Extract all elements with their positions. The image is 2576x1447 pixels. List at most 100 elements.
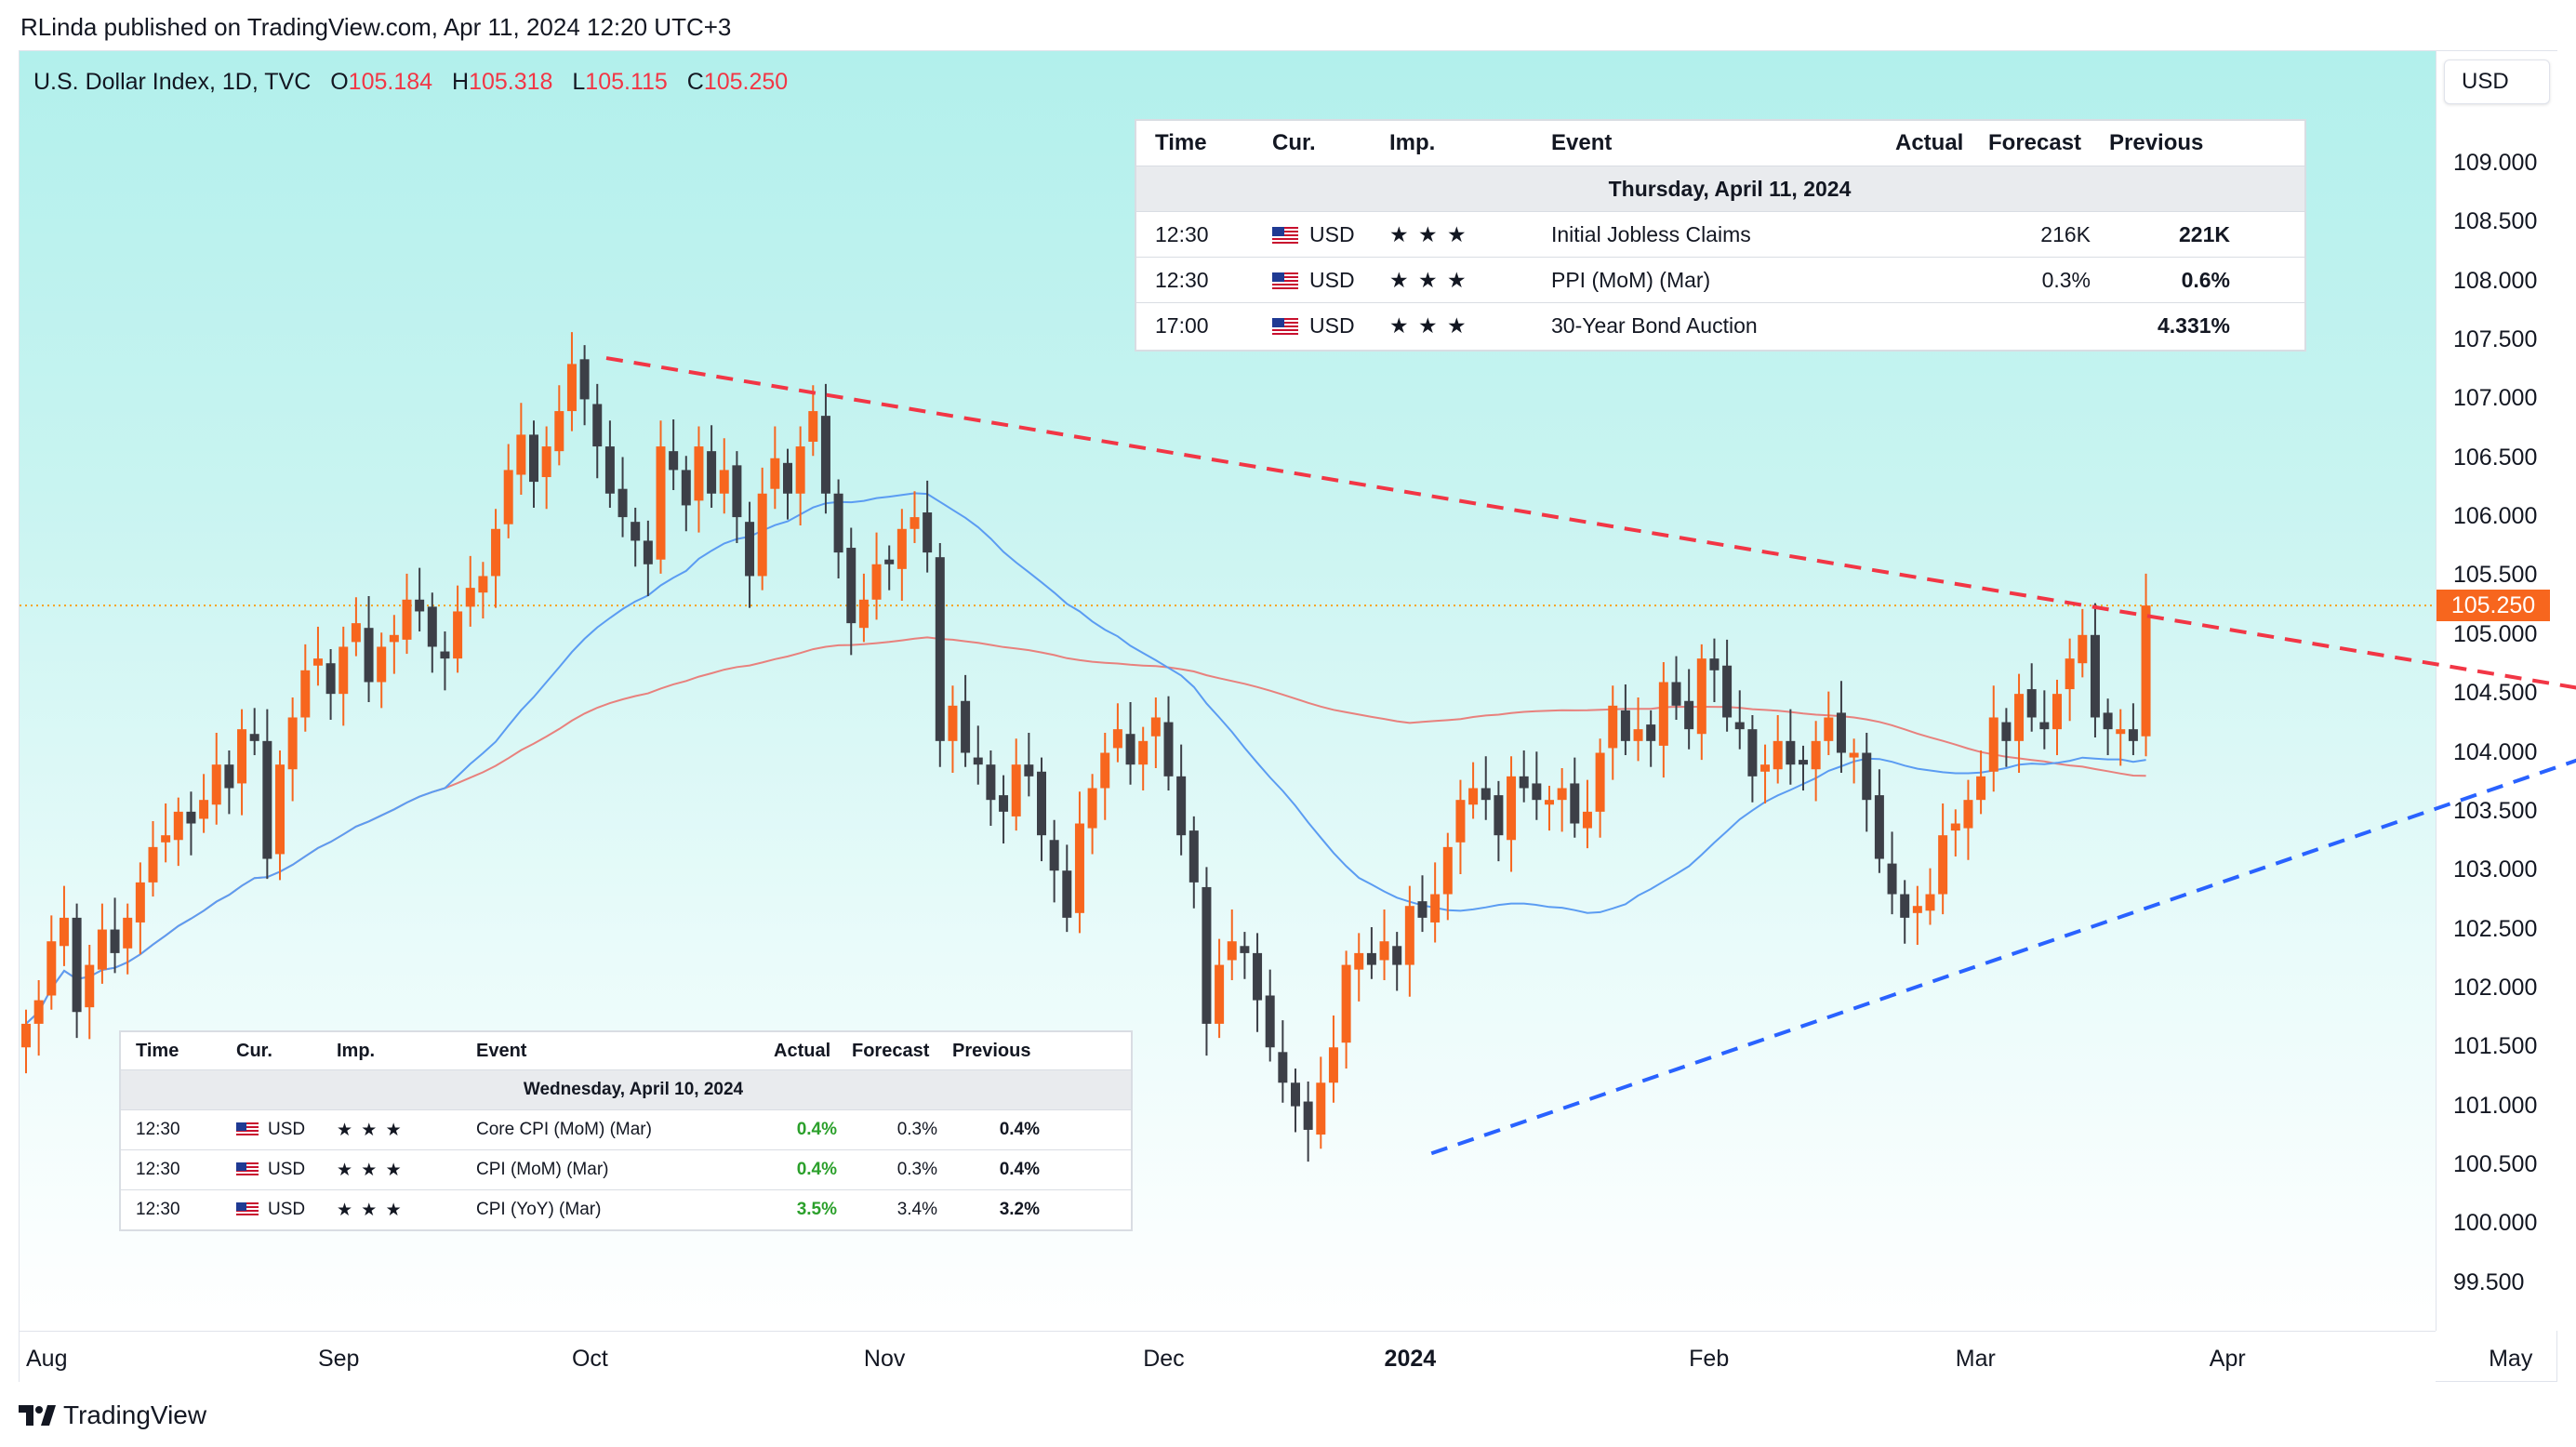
low-label: L [572, 69, 586, 95]
star-icon: ★ ★ ★ [1371, 302, 1533, 348]
price-tick: 99.500 [2453, 1268, 2525, 1295]
candle-body [1938, 835, 1948, 895]
row-event: 30-Year Bond Auction [1533, 302, 1877, 348]
time-axis[interactable] [20, 1331, 2436, 1382]
price-tick: 100.000 [2453, 1210, 2538, 1237]
row-forecast: 0.3% [1970, 257, 2091, 303]
row-currency: USD [1309, 221, 1355, 246]
candle-body [440, 651, 450, 659]
row-previous: 221K [2091, 211, 2230, 258]
candle-body [1011, 764, 1021, 816]
row-time: 12:30 [1136, 257, 1254, 303]
row-forecast: 3.4% [837, 1189, 937, 1229]
candle-body [1709, 658, 1720, 670]
candle-body [1163, 722, 1174, 777]
candle-body [820, 416, 830, 494]
candle-body [541, 446, 551, 478]
calendar-row[interactable]: 17:00 USD ★ ★ ★ 30-Year Bond Auction 4.3… [1136, 302, 2304, 348]
price-tick: 101.000 [2453, 1092, 2538, 1119]
star-icon: ★ ★ ★ [1371, 211, 1533, 258]
us-flag-icon [1272, 227, 1298, 245]
col-forecast: Forecast [1988, 130, 2082, 155]
candle-body [2065, 658, 2075, 690]
candle-body [1404, 906, 1414, 965]
candle-body [1811, 740, 1821, 770]
time-tick: Mar [1955, 1346, 1996, 1372]
row-actual: 3.5% [759, 1189, 837, 1229]
calendar-row[interactable]: 12:30 USD ★ ★ ★ Core CPI (MoM) (Mar) 0.4… [121, 1109, 1131, 1150]
candle-body [999, 795, 1009, 812]
candle-body [896, 528, 907, 569]
candle-body [1684, 700, 1694, 730]
candle-body [1557, 788, 1567, 801]
col-time: Time [136, 1040, 179, 1061]
candle-body [757, 493, 767, 577]
candle-body [1799, 760, 1808, 765]
candle-body [923, 512, 933, 553]
col-actual: Actual [1895, 130, 1964, 155]
candle-body [1125, 734, 1135, 765]
candle-body [579, 359, 590, 400]
candle-body [604, 446, 615, 494]
candle-body [1328, 1047, 1338, 1083]
candle-body [72, 917, 82, 1013]
candle-body [110, 929, 120, 953]
row-event: CPI (YoY) (Mar) [461, 1189, 759, 1229]
candle-body [566, 364, 577, 412]
row-event: Core CPI (MoM) (Mar) [461, 1109, 759, 1150]
candle-body [1887, 863, 1897, 895]
candle-body [2014, 694, 2025, 741]
row-forecast: 0.3% [837, 1149, 937, 1190]
candle-body [2090, 634, 2100, 718]
candle-body [1912, 906, 1922, 913]
symbol-legend[interactable]: U.S. Dollar Index, 1D, TVC O105.184 H105… [33, 69, 788, 96]
candle-body [135, 882, 145, 923]
candle-body [1722, 665, 1733, 718]
last-price-label: 105.250 [2437, 590, 2550, 621]
calendar-row[interactable]: 12:30 USD ★ ★ ★ PPI (MoM) (Mar) 0.3% 0.6… [1136, 257, 2304, 303]
moving-average-fast [25, 492, 2146, 1025]
candle-body [871, 564, 882, 600]
price-axis[interactable] [2436, 51, 2557, 1331]
candle-body [986, 764, 996, 801]
candle-body [224, 764, 234, 789]
calendar-row[interactable]: 12:30 USD ★ ★ ★ Initial Jobless Claims 2… [1136, 211, 2304, 258]
candle-body [1430, 894, 1441, 923]
candle-body [377, 646, 387, 683]
candle-body [2128, 729, 2138, 741]
currency-button[interactable]: USD [2444, 60, 2550, 104]
candle-body [884, 559, 895, 564]
candle-body [33, 1000, 44, 1024]
row-currency: USD [1309, 267, 1355, 292]
calendar-row[interactable]: 12:30 USD ★ ★ ★ CPI (YoY) (Mar) 3.5% 3.4… [121, 1189, 1131, 1229]
candle-body [1202, 886, 1212, 1024]
star-icon: ★ ★ ★ [322, 1109, 461, 1150]
candle-body [1037, 771, 1046, 836]
candle-body [186, 811, 196, 824]
col-actual: Actual [774, 1040, 831, 1061]
candle-body [719, 470, 729, 494]
candle-body [1240, 946, 1250, 953]
col-importance: Imp. [1389, 130, 1436, 155]
candle-body [1734, 722, 1745, 730]
candle-body [1024, 764, 1034, 777]
star-icon: ★ ★ ★ [322, 1189, 461, 1229]
col-event: Event [1551, 130, 1613, 155]
tradingview-brand[interactable]: TradingView [19, 1401, 206, 1430]
price-tick: 105.500 [2453, 562, 2538, 589]
candle-body [1087, 788, 1097, 829]
candle-body [1519, 776, 1529, 789]
candle-body [1862, 752, 1872, 801]
candle-body [1062, 870, 1072, 918]
candle-body [1100, 752, 1110, 789]
candle-body [529, 434, 538, 483]
candle-body [1494, 795, 1504, 836]
row-currency: USD [268, 1200, 306, 1219]
col-forecast: Forecast [852, 1040, 930, 1061]
candle-body [1392, 946, 1402, 965]
candle-body [415, 599, 425, 612]
row-forecast: 216K [1970, 211, 2091, 258]
candle-body [1215, 964, 1225, 1024]
calendar-row[interactable]: 12:30 USD ★ ★ ★ CPI (MoM) (Mar) 0.4% 0.3… [121, 1149, 1131, 1190]
candle-body [707, 451, 717, 494]
